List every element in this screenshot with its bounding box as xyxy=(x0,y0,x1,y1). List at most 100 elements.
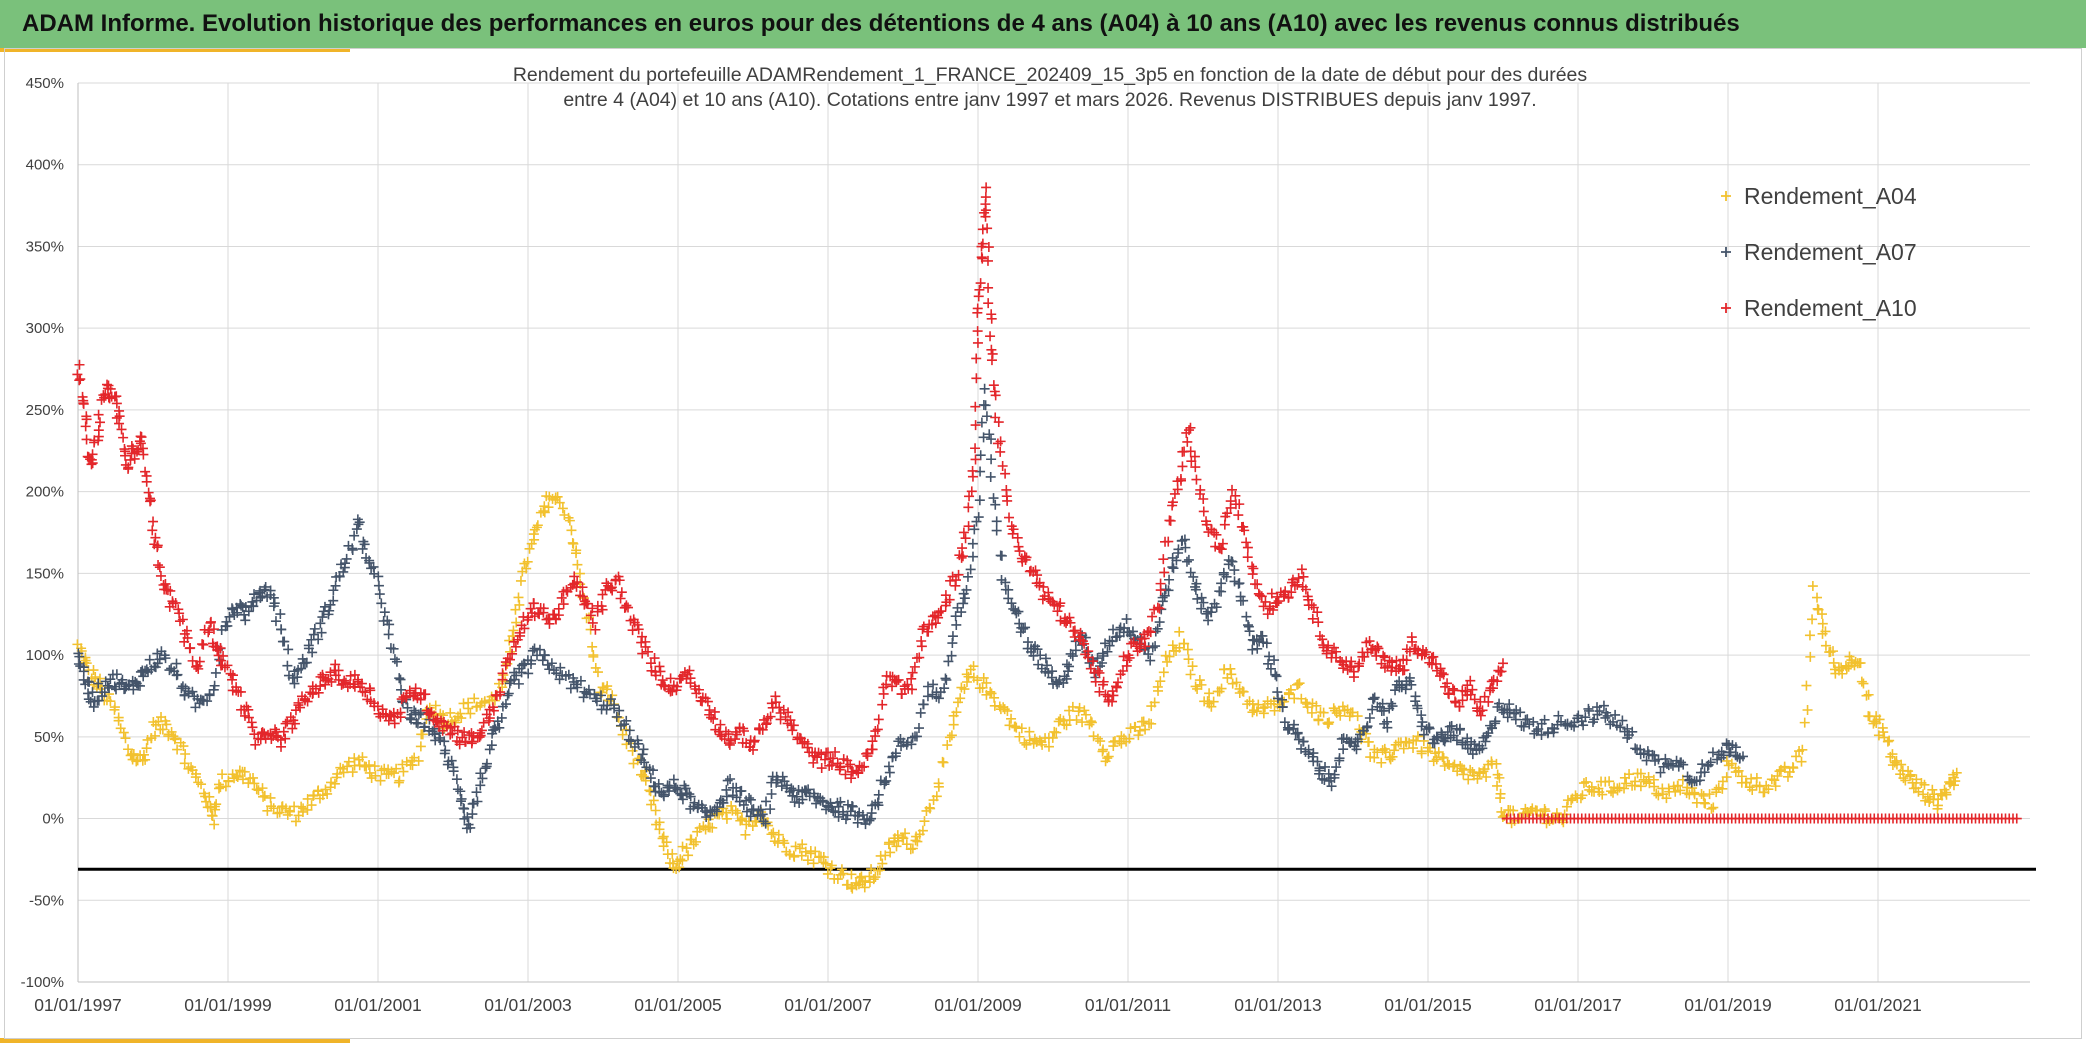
data-point xyxy=(1820,626,1831,637)
data-point xyxy=(1256,591,1267,602)
data-point xyxy=(513,678,524,689)
data-point xyxy=(1152,681,1163,692)
legend-label: Rendement_A04 xyxy=(1744,183,1917,209)
data-point xyxy=(872,724,883,735)
data-point xyxy=(1292,579,1303,590)
data-point xyxy=(958,527,969,538)
data-point xyxy=(1238,595,1249,606)
data-point xyxy=(534,609,545,620)
data-point xyxy=(873,789,884,800)
data-point xyxy=(847,801,858,812)
data-point xyxy=(1454,724,1465,735)
data-point xyxy=(477,773,488,784)
data-point xyxy=(606,582,617,593)
data-point xyxy=(1913,786,1924,797)
data-point xyxy=(961,584,972,595)
data-point xyxy=(977,224,988,235)
data-point xyxy=(640,775,651,786)
data-point xyxy=(955,693,966,704)
data-point xyxy=(329,778,340,789)
data-point xyxy=(640,641,651,652)
data-point xyxy=(1134,725,1145,736)
data-point xyxy=(1311,700,1322,711)
tick-labels: -100% -50% 0% 50% 100% 150% 200% 250% 300% 350% 40… xyxy=(21,75,1922,1015)
data-point xyxy=(1259,702,1270,713)
data-point xyxy=(292,672,303,683)
data-point xyxy=(1491,758,1502,769)
data-point xyxy=(289,718,300,729)
y-tick-label: 250% xyxy=(26,402,64,419)
data-point xyxy=(1707,747,1718,758)
data-point xyxy=(1313,617,1324,628)
data-point xyxy=(459,727,470,738)
data-point xyxy=(249,589,260,600)
data-point xyxy=(1433,747,1444,758)
data-point xyxy=(787,790,798,801)
data-point xyxy=(991,516,1002,527)
data-point xyxy=(907,667,918,678)
plot-border xyxy=(4,48,2082,1039)
data-point xyxy=(917,624,928,635)
data-point xyxy=(1117,666,1128,677)
data-point xyxy=(918,621,929,632)
data-point xyxy=(1003,584,1014,595)
data-point xyxy=(445,707,456,718)
data-point xyxy=(1283,592,1294,603)
data-point xyxy=(1196,679,1207,690)
data-point xyxy=(120,450,131,461)
data-point xyxy=(1312,607,1323,618)
data-point xyxy=(395,674,406,685)
data-point xyxy=(1380,747,1391,758)
data-point xyxy=(725,735,736,746)
data-point xyxy=(458,803,469,814)
data-point xyxy=(521,563,532,574)
data-point xyxy=(413,755,424,766)
data-point xyxy=(351,524,362,535)
data-point xyxy=(523,668,534,679)
data-point xyxy=(1401,655,1412,666)
data-point xyxy=(1260,596,1271,607)
data-point xyxy=(1164,651,1175,662)
data-point xyxy=(564,515,575,526)
data-point xyxy=(1279,696,1290,707)
data-point xyxy=(1627,726,1638,737)
data-point xyxy=(1667,760,1678,771)
data-point xyxy=(988,493,999,504)
data-point xyxy=(1548,814,1559,825)
data-point xyxy=(1179,534,1190,545)
chart-title-line-1: Rendement du portefeuille ADAMRendement_… xyxy=(513,64,1588,86)
data-point xyxy=(296,801,307,812)
data-point xyxy=(272,808,283,819)
data-point xyxy=(1292,728,1303,739)
data-point xyxy=(778,704,789,715)
data-point xyxy=(927,611,938,622)
data-point xyxy=(1262,609,1273,620)
x-tick-label: 01/01/2015 xyxy=(1384,995,1472,1015)
data-point xyxy=(654,661,665,672)
data-point xyxy=(1539,714,1550,725)
data-point xyxy=(1287,574,1298,585)
data-point xyxy=(1477,705,1488,716)
data-point xyxy=(623,602,634,613)
data-point xyxy=(1782,771,1793,782)
data-point xyxy=(140,466,151,477)
data-point xyxy=(1187,661,1198,672)
data-point xyxy=(123,463,134,474)
data-point xyxy=(417,729,428,740)
data-point xyxy=(1266,588,1277,599)
data-point xyxy=(1492,780,1503,791)
data-point xyxy=(1705,757,1716,768)
data-point xyxy=(1100,689,1111,700)
data-point xyxy=(611,711,622,722)
data-point xyxy=(758,816,769,827)
data-point xyxy=(1152,623,1163,634)
data-point xyxy=(755,810,766,821)
y-tick-label: -50% xyxy=(29,892,64,909)
data-point xyxy=(1227,556,1238,567)
data-point xyxy=(1163,536,1174,547)
data-point xyxy=(430,700,441,711)
data-point xyxy=(1804,630,1815,641)
data-point xyxy=(605,583,616,594)
data-point xyxy=(315,618,326,629)
data-point xyxy=(874,865,885,876)
